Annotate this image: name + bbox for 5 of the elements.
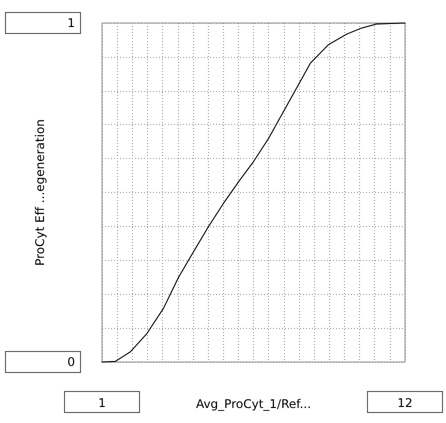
y-axis-title: ProCyt Eff ...egeneration [33,119,47,266]
y-tick-label: 0 [67,355,75,369]
x-tick-label: 12 [397,396,413,410]
line-series [102,22,406,362]
x-axis-title: Avg_ProCyt_1/Ref... [196,397,312,411]
